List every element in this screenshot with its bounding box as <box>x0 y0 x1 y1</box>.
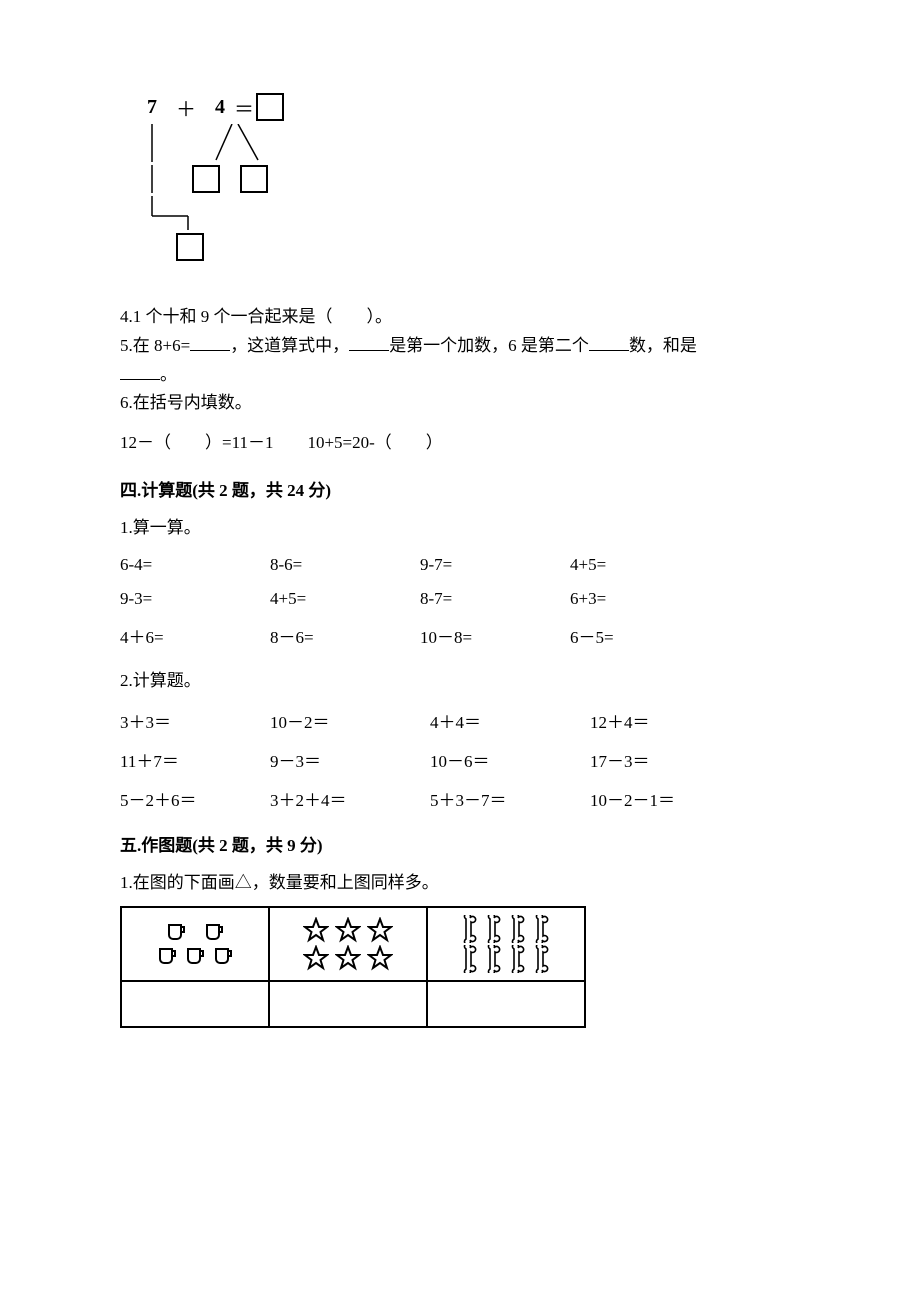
bone-icon <box>461 945 479 973</box>
problem-1-grid: 6-4= 8-6= 9-7= 4+5= 9-3= 4+5= 8-7= 6+3= … <box>120 555 800 648</box>
cup-icon <box>156 945 178 967</box>
p2-cell: 12＋4＝ <box>590 708 750 733</box>
draw-cell-bones <box>427 907 585 981</box>
diagram-join-lines <box>140 196 220 230</box>
p1-cell: 10－8= <box>420 623 570 648</box>
p2-cell: 9－3＝ <box>270 747 430 772</box>
star-icon <box>367 945 393 971</box>
p2-cell: 3＋3＝ <box>120 708 270 733</box>
p2-cell: 10－6＝ <box>430 747 590 772</box>
p1-cell: 6-4= <box>120 555 270 575</box>
q5-blank-2 <box>349 332 389 351</box>
bone-icon <box>509 915 527 943</box>
q5-part-c: 是第一个加数，6 是第二个 <box>389 336 589 355</box>
draw-cell-cups <box>121 907 269 981</box>
q5-part-b: ，这道算式中， <box>230 336 349 355</box>
q5-blank-3 <box>589 332 629 351</box>
p2-cell: 10－2－1＝ <box>590 786 750 811</box>
diagram-right-num: 4 <box>208 96 232 119</box>
question-5-line2: 。 <box>120 361 800 388</box>
draw-table <box>120 906 586 1028</box>
p2-cell: 11＋7＝ <box>120 747 270 772</box>
section-5-title: 五.作图题(共 2 题，共 9 分) <box>120 831 800 856</box>
diagram-split-box-right <box>240 165 268 193</box>
p1-cell: 8-7= <box>420 589 570 609</box>
problem-2-title: 2.计算题。 <box>120 668 800 694</box>
p1-cell: 9-7= <box>420 555 570 575</box>
bone-icon <box>461 915 479 943</box>
p1-cell: 8－6= <box>270 623 420 648</box>
p2-cell: 5＋3－7＝ <box>430 786 590 811</box>
bone-icon <box>509 945 527 973</box>
p1-cell: 4＋6= <box>120 623 270 648</box>
p1-cell: 6+3= <box>570 589 720 609</box>
diagram-split-lines-1 <box>140 124 340 162</box>
draw-answer-cell-3 <box>427 981 585 1027</box>
p1-cell: 4+5= <box>270 589 420 609</box>
question-5: 5.在 8+6= ，这道算式中， 是第一个加数，6 是第二个 数，和是 <box>120 332 800 359</box>
bone-icon <box>485 945 503 973</box>
problem-1-title: 1.算一算。 <box>120 515 800 541</box>
draw-cell-stars <box>269 907 427 981</box>
bone-icon <box>485 915 503 943</box>
star-icon <box>335 917 361 943</box>
star-icon <box>303 917 329 943</box>
diagram-bottom-box <box>176 233 204 261</box>
p2-cell: 5－2＋6＝ <box>120 786 270 811</box>
p2-cell: 17－3＝ <box>590 747 750 772</box>
number-split-diagram: 7 ＋ 4 ＝ <box>140 90 800 264</box>
p1-cell: 4+5= <box>570 555 720 575</box>
question-6-line: 12－（ ）=11－1 10+5=20-（ ） <box>120 430 800 456</box>
draw-answer-cell-1 <box>121 981 269 1027</box>
p2-cell: 10－2＝ <box>270 708 430 733</box>
bone-icon <box>533 915 551 943</box>
q5-part-e: 。 <box>160 365 177 384</box>
cup-icon <box>165 921 187 943</box>
p1-cell: 6－5= <box>570 623 720 648</box>
q5-blank-1 <box>190 332 230 351</box>
draw-task-text: 1.在图的下面画△，数量要和上图同样多。 <box>120 870 800 896</box>
q5-blank-4 <box>120 361 160 380</box>
q5-part-a: 5.在 8+6= <box>120 336 190 355</box>
p1-cell: 9-3= <box>120 589 270 609</box>
cup-icon <box>184 945 206 967</box>
question-6-title: 6.在括号内填数。 <box>120 390 800 416</box>
q5-part-d: 数，和是 <box>629 336 697 355</box>
p1-cell: 8-6= <box>270 555 420 575</box>
diagram-vline-2 <box>140 165 188 193</box>
cup-icon <box>203 921 225 943</box>
star-icon <box>335 945 361 971</box>
p2-cell: 4＋4＝ <box>430 708 590 733</box>
diagram-left-num: 7 <box>140 96 164 119</box>
section-4-title: 四.计算题(共 2 题，共 24 分) <box>120 476 800 501</box>
diagram-plus: ＋ <box>174 93 198 122</box>
diagram-result-box <box>256 93 284 121</box>
cup-icon <box>212 945 234 967</box>
problem-2-grid: 3＋3＝ 10－2＝ 4＋4＝ 12＋4＝ 11＋7＝ 9－3＝ 10－6＝ 1… <box>120 708 800 811</box>
question-4: 4.1 个十和 9 个一合起来是（ ）。 <box>120 304 800 330</box>
star-icon <box>367 917 393 943</box>
bone-icon <box>533 945 551 973</box>
diagram-split-box-left <box>192 165 220 193</box>
draw-answer-cell-2 <box>269 981 427 1027</box>
star-icon <box>303 945 329 971</box>
diagram-eq: ＝ <box>232 93 256 122</box>
p2-cell: 3＋2＋4＝ <box>270 786 430 811</box>
